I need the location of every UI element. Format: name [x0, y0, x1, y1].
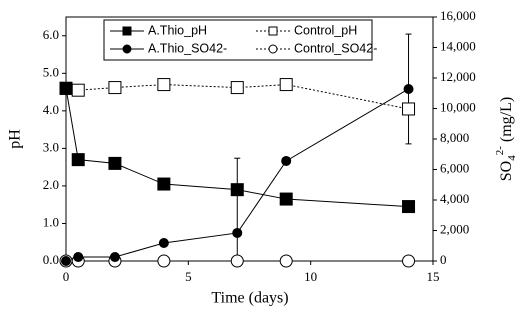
x-tick-label: 5: [185, 269, 192, 284]
y2-tick-label: 8,000: [440, 130, 469, 145]
data-point: [71, 83, 85, 97]
legend-label: A.Thio_pH: [148, 23, 207, 37]
data-point: [281, 155, 292, 166]
y2-title-base: SO: [498, 161, 515, 181]
data-point: [158, 238, 169, 249]
data-point: [157, 78, 171, 92]
data-point: [232, 227, 243, 238]
y-tick-label: 1.0: [43, 214, 59, 229]
x-axis-title: Time (days): [211, 290, 288, 307]
y2-tick-label: 12,000: [440, 69, 476, 84]
y2-tick-label: 0: [440, 252, 447, 267]
data-point: [61, 256, 71, 266]
y2-tick-label: 2,000: [440, 221, 469, 236]
data-point: [230, 81, 244, 95]
data-point: [157, 254, 171, 268]
x-tick-label: 0: [63, 269, 70, 284]
y2-title-unit: (mg/L): [498, 97, 515, 146]
legend-box: [103, 19, 373, 61]
legend-marker: [268, 44, 278, 54]
x-tick-label: 15: [427, 269, 440, 284]
data-point: [402, 254, 416, 268]
legend-marker: [122, 44, 132, 54]
legend-marker: [268, 26, 278, 36]
data-point: [230, 183, 244, 197]
y-axis-title: pH: [7, 129, 24, 149]
legend-label: A.Thio_SO42-: [148, 41, 227, 55]
y-tick-label: 5.0: [43, 64, 59, 79]
y2-tick-label: 14,000: [440, 38, 476, 53]
legend-label: Control_SO42-: [294, 41, 377, 55]
data-point: [279, 78, 293, 92]
data-point: [108, 156, 122, 170]
data-point: [279, 254, 293, 268]
data-point: [109, 252, 120, 263]
data-point: [71, 153, 85, 167]
y-tick-label: 2.0: [43, 177, 59, 192]
data-point: [59, 81, 73, 95]
y2-tick-label: 16,000: [440, 8, 476, 23]
y2-axis-title: SO42- (mg/L): [494, 97, 518, 181]
y2-tick-label: 10,000: [440, 99, 476, 114]
legend-label: Control_pH: [294, 23, 357, 37]
data-point: [402, 200, 416, 214]
data-point: [230, 254, 244, 268]
y2-title-sup: 2-: [494, 146, 506, 156]
y-tick-label: 0.0: [43, 252, 59, 267]
data-point: [108, 81, 122, 95]
data-point: [403, 83, 414, 94]
y-tick-label: 3.0: [43, 139, 59, 154]
data-point: [157, 177, 171, 191]
x-tick-label: 10: [304, 269, 317, 284]
y-tick-label: 4.0: [43, 102, 59, 117]
y2-tick-label: 6,000: [440, 160, 469, 175]
legend-marker: [122, 26, 132, 36]
y-tick-label: 6.0: [43, 27, 59, 42]
data-point: [402, 102, 416, 116]
data-point: [279, 192, 293, 206]
y2-title-sub: 4: [506, 155, 518, 161]
y2-tick-label: 4,000: [440, 191, 469, 206]
data-point: [73, 252, 84, 263]
